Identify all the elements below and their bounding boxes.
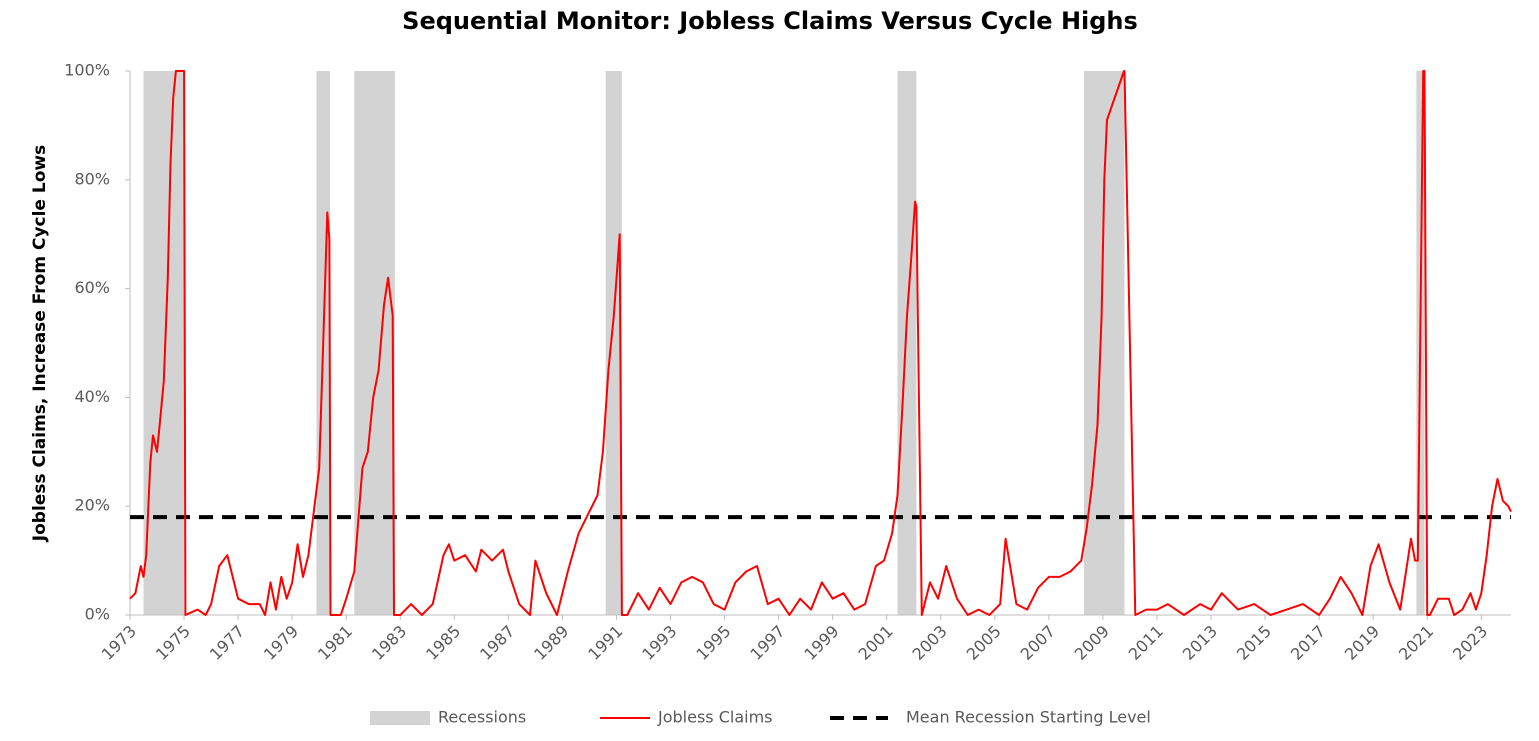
- legend-label: Jobless Claims: [657, 708, 773, 727]
- x-tick-label: 2009: [1071, 622, 1113, 664]
- y-tick-label: 20%: [74, 496, 110, 515]
- chart-title: Sequential Monitor: Jobless Claims Versu…: [402, 7, 1138, 35]
- x-tick-label: 2017: [1287, 622, 1329, 664]
- x-tick-label: 1991: [584, 622, 626, 664]
- legend-swatch: [370, 711, 430, 725]
- y-tick-label: 100%: [64, 61, 110, 80]
- y-tick-label: 80%: [74, 169, 110, 188]
- recession-band: [354, 71, 395, 615]
- y-tick-label: 0%: [85, 605, 110, 624]
- x-tick-label: 2007: [1017, 622, 1059, 664]
- x-tick-label: 2019: [1341, 622, 1383, 664]
- recession-band: [897, 71, 917, 615]
- x-tick-label: 1985: [422, 622, 464, 664]
- x-tick-label: 2021: [1395, 622, 1437, 664]
- x-tick-label: 1993: [638, 622, 680, 664]
- x-tick-label: 1995: [692, 622, 734, 664]
- x-tick-label: 1983: [368, 622, 410, 664]
- x-tick-label: 2011: [1125, 622, 1167, 664]
- x-tick-label: 1979: [260, 622, 302, 664]
- x-tick-label: 2023: [1449, 622, 1491, 664]
- x-tick-label: 1997: [746, 622, 788, 664]
- legend-label: Mean Recession Starting Level: [906, 708, 1151, 727]
- x-tick-label: 2001: [854, 622, 896, 664]
- x-tick-label: 2003: [909, 622, 951, 664]
- y-tick-label: 40%: [74, 387, 110, 406]
- x-tick-label: 2015: [1233, 622, 1275, 664]
- x-tick-label: 1987: [476, 622, 518, 664]
- recession-band: [1083, 71, 1125, 615]
- y-axis-label: Jobless Claims, Increase From Cycle Lows: [30, 145, 50, 542]
- x-tick-label: 1989: [530, 622, 572, 664]
- x-tick-label: 1977: [206, 622, 248, 664]
- x-tick-label: 1981: [314, 622, 356, 664]
- recession-band: [605, 71, 622, 615]
- x-tick-label: 1973: [98, 622, 140, 664]
- x-tick-label: 2005: [963, 622, 1005, 664]
- x-tick-label: 1999: [800, 622, 842, 664]
- recession-band: [143, 71, 185, 615]
- x-tick-label: 2013: [1179, 622, 1221, 664]
- y-tick-label: 60%: [74, 278, 110, 297]
- x-tick-label: 1975: [152, 622, 194, 664]
- series-line: [129, 70, 1512, 616]
- legend-label: Recessions: [438, 708, 526, 727]
